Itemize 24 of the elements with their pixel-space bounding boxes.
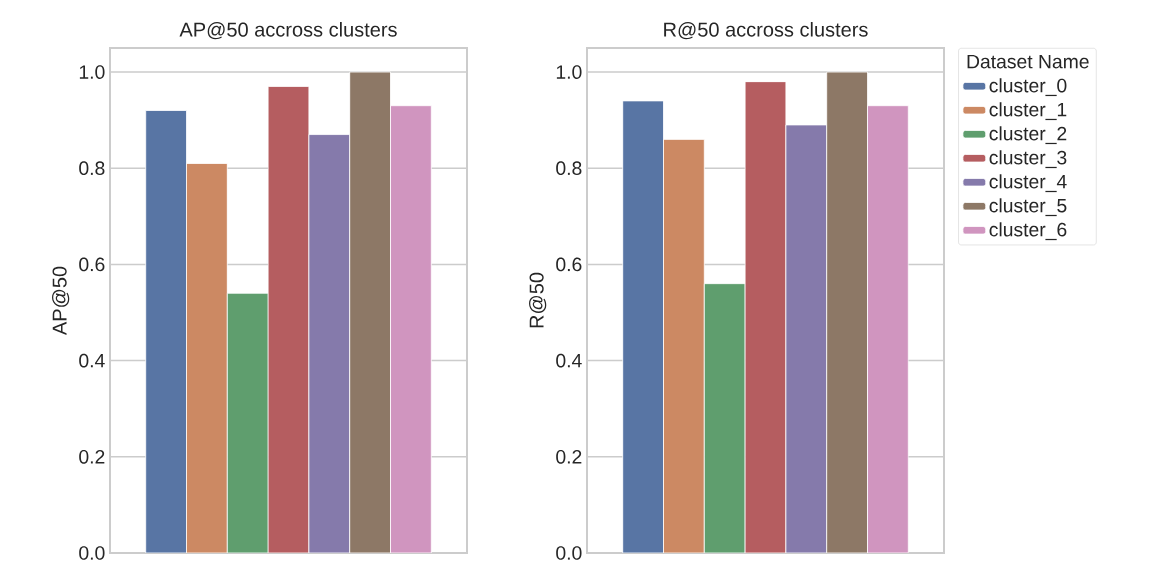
legend-label: cluster_4 <box>989 174 1067 193</box>
y-axis-title: R@50 <box>529 272 547 328</box>
legend-label: cluster_0 <box>989 78 1067 97</box>
chart-title: AP@50 accross clusters <box>179 22 397 40</box>
y-axis-title: AP@50 <box>52 266 70 336</box>
legend-label: cluster_2 <box>989 126 1067 145</box>
y-tick-label: 0.4 <box>556 353 582 368</box>
legend-label: cluster_3 <box>989 150 1067 169</box>
y-tick-label: 0.4 <box>79 353 105 368</box>
y-tick-label: 0.8 <box>79 161 105 176</box>
y-tick-label: 1.0 <box>556 65 582 79</box>
legend-title: Dataset Name <box>967 54 1089 69</box>
y-tick-label: 1.0 <box>79 65 105 79</box>
y-tick-label: 0.6 <box>79 257 105 272</box>
legend-label: cluster_5 <box>989 198 1067 217</box>
y-tick-label: 0.2 <box>79 449 105 464</box>
y-tick-label: 0.2 <box>556 449 582 464</box>
y-tick-label: 0.8 <box>556 161 582 176</box>
chart-title: R@50 accross clusters <box>664 22 868 40</box>
y-tick-label: 0.6 <box>556 257 582 272</box>
legend-label: cluster_1 <box>989 102 1067 121</box>
legend-label: cluster_6 <box>989 222 1067 241</box>
y-tick-label: 0.0 <box>556 546 582 560</box>
y-tick-label: 0.0 <box>79 546 105 560</box>
